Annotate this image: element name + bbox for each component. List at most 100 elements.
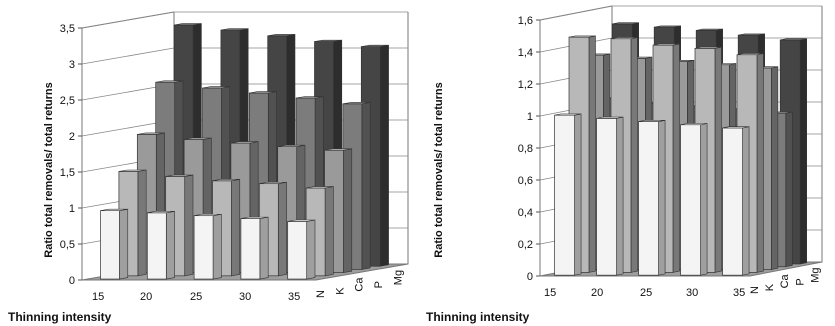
bar-top [306,186,334,189]
series-axis: N K Ca P Mg [315,270,404,298]
bar-n-25 [638,119,666,276]
bar-side [742,126,750,276]
bar-n-30 [680,123,708,276]
series-label: N [315,290,327,298]
bar-side [277,181,287,277]
series-label: K [764,283,776,291]
y-tick-label: 1,6 [518,15,533,27]
series-label: P [794,278,806,285]
bar-top [202,86,230,89]
y-tick-label: 0 [69,275,75,287]
bar-side [714,46,722,273]
bar [680,124,701,276]
x-tick-label: 25 [190,291,202,303]
bar-top [342,102,371,105]
bar-top [174,23,202,26]
chart-svg: 0 0,2 0,4 0,6 0,8 1 1,2 1,4 1,6 15 20 25 30 35 N K Ca P Mg… [426,5,823,324]
series-label: Mg [809,268,821,283]
bar-side [231,179,241,277]
series-label: K [334,287,346,295]
bar-top [155,80,184,83]
bar-top [249,91,277,94]
series-axis: N K Ca P Mg [749,268,821,294]
bar-top [654,25,681,28]
x-tick-label: 20 [591,287,603,299]
bar-n-15 [100,208,129,280]
bar-top [220,28,249,31]
x-axis: 15 20 25 30 35 [92,291,300,303]
y-axis-label: Ratio total removals/ total returns [433,82,445,257]
y-tick-label: 1 [69,203,75,215]
series-label: P [373,281,385,288]
bar [638,121,659,276]
bar-side [785,111,793,268]
bar-side [700,123,708,276]
x-axis: 15 20 25 30 35 [544,287,745,299]
y-tick-label: 0 [527,271,533,283]
bar-n-20 [146,211,175,280]
y-tick-label: 0,8 [518,143,533,155]
bar-side [799,38,807,265]
bar-side [658,119,666,276]
bar-side [616,116,624,276]
bar-n-35 [287,219,316,280]
bar [722,127,743,276]
bar-top [100,208,128,211]
y-axis-label: Ratio total removals/ total returns [43,82,55,257]
bar-top [361,44,389,47]
gridline-side [539,5,613,21]
series-label: N [749,286,761,294]
bar-side [756,53,764,273]
bar [596,118,617,276]
x-tick-label: 20 [140,291,152,303]
bar-top [194,213,222,216]
bar-top [596,116,624,119]
y-tick-label: 1,2 [518,79,533,91]
bar-top [267,34,296,37]
bar-top [118,169,147,172]
bar-top [184,137,212,140]
bar-top [738,33,765,36]
bar-n-30 [240,216,269,280]
bar-n-15 [554,113,582,276]
bar-top [568,35,596,38]
bar [146,212,167,280]
y-tick-label: 0,5 [60,239,75,251]
y-tick-label: 3,5 [60,23,75,35]
bar-side [343,148,353,273]
bar-side [574,113,582,276]
bar-side [771,66,779,270]
chart-svg: 0 0,5 1 1,5 2 2,5 3 3,5 15 20 25 30 35 N K Ca P Mg Thinnin… [8,11,409,324]
bar-side [119,208,129,280]
x-tick-label: 35 [733,287,745,299]
bar-side [361,102,371,270]
bar-k-25 [212,179,241,277]
bar-top [610,37,638,40]
y-tick-label: 2 [69,131,75,143]
bar-top [324,148,352,151]
bar-top [137,132,165,135]
bar-top [165,174,194,177]
y-tick-label: 0,2 [518,239,533,251]
bar-side [306,219,316,280]
bars [554,22,807,276]
bar-top [259,181,287,184]
bar-side [137,169,147,277]
bar-side [630,37,638,273]
bars [100,23,389,280]
bar-top [287,219,316,222]
y-tick-label: 2,5 [60,95,75,107]
bar-k-35 [305,186,334,277]
x-axis-label: Thinning intensity [8,310,112,324]
chart-panel-removals-returns-2: 0 0,2 0,4 0,6 0,8 1 1,2 1,4 1,6 15 20 25 30 35 N K Ca P Mg… [418,0,835,326]
chart-panel-removals-returns-1: 0 0,5 1 1,5 2 2,5 3 3,5 15 20 25 30 35 N K Ca P Mg Thinnin… [0,0,417,326]
bar-top [652,43,680,46]
x-tick-label: 15 [92,291,104,303]
bar-top [314,39,342,42]
bar [240,218,261,280]
bar [554,114,575,276]
gridline-side [81,11,175,29]
bar-top [694,46,722,49]
bar-top [736,53,764,56]
x-tick-label: 35 [288,291,300,303]
